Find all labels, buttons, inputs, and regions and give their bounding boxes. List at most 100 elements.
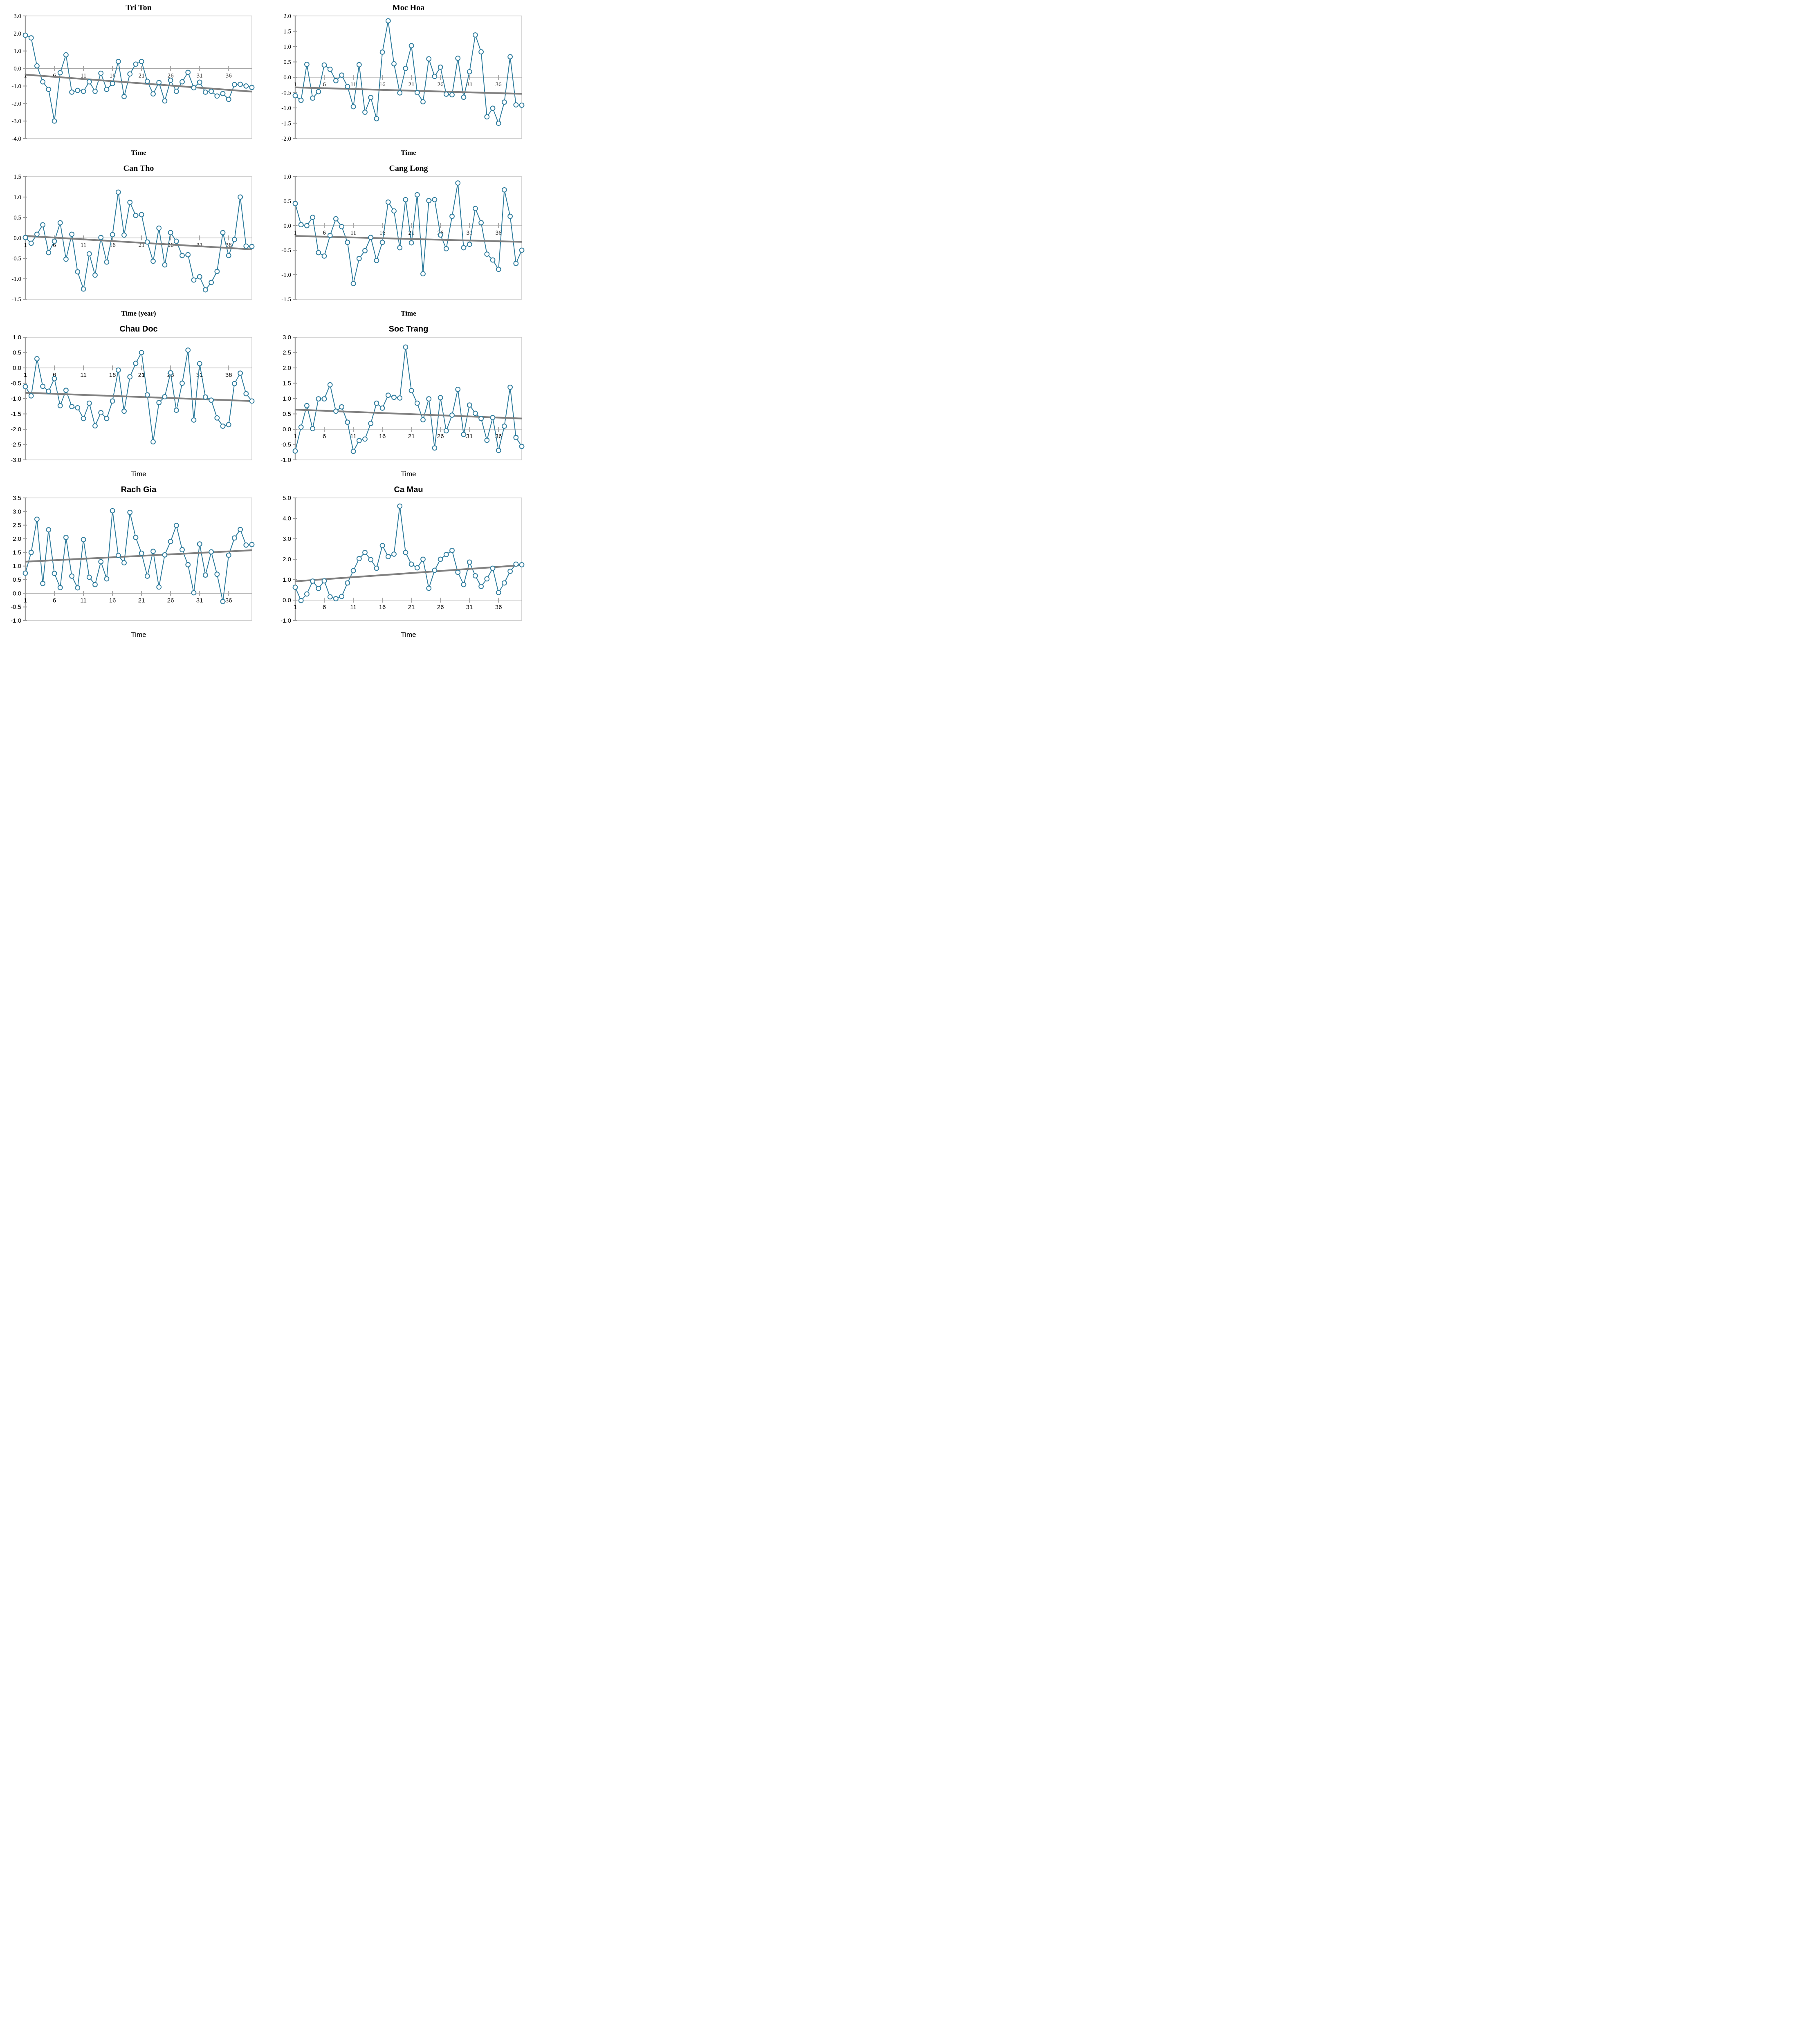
y-tick-label: -1.5 [11, 296, 21, 303]
data-point-marker [339, 594, 345, 599]
data-point-marker [28, 35, 34, 41]
y-tick-label: 2.0 [283, 13, 291, 20]
chart-tri-ton: 3.02.01.00.0-1.0-2.0-3.0-4.01 6 11 16 21 26 31… [11, 3, 255, 157]
data-point-marker [220, 423, 226, 429]
data-point-marker [327, 67, 333, 72]
data-point-marker [368, 421, 374, 426]
data-point-marker [46, 527, 52, 533]
data-point-marker [473, 573, 478, 578]
y-tick-label: 2.5 [283, 349, 291, 356]
data-point-marker [127, 374, 133, 380]
data-point-marker [197, 361, 202, 366]
data-point-marker [185, 562, 191, 567]
data-point-marker [374, 258, 379, 263]
data-point-marker [391, 394, 397, 400]
data-point-marker [86, 251, 92, 257]
x-tick-label: 1 [24, 372, 27, 379]
data-point-marker [513, 435, 519, 440]
data-point-marker [473, 206, 478, 211]
data-point-marker [98, 71, 104, 76]
data-point-marker [57, 585, 63, 590]
data-point-marker [408, 240, 414, 246]
x-tick-label: 21 [139, 73, 145, 79]
data-point-marker [368, 235, 374, 240]
data-point-marker [63, 534, 69, 540]
data-point-marker [34, 356, 40, 361]
data-point-marker [209, 89, 214, 94]
y-tick-label: 0.0 [283, 426, 291, 433]
y-tick-label: -3.0 [11, 457, 21, 464]
data-point-marker [356, 62, 362, 68]
data-point-marker [180, 547, 185, 552]
data-point-marker [220, 91, 226, 96]
data-point-marker [156, 225, 162, 231]
y-tick-label: 2.0 [283, 365, 291, 372]
data-point-marker [426, 56, 432, 62]
y-tick-label: 0.0 [13, 235, 21, 242]
data-point-marker [316, 585, 321, 591]
data-point-marker [203, 394, 208, 400]
data-point-marker [191, 590, 197, 596]
data-point-marker [391, 208, 397, 214]
trend-line [295, 564, 522, 582]
trend-line [25, 392, 252, 402]
data-point-marker [507, 384, 513, 390]
x-tick-label: 11 [80, 597, 87, 604]
data-point-marker [34, 516, 40, 522]
data-point-marker [144, 573, 150, 579]
data-point-marker [356, 556, 362, 561]
x-tick-label: 21 [408, 230, 415, 236]
data-series-line [295, 505, 522, 601]
y-tick-label: 0.5 [13, 349, 21, 356]
data-point-marker [362, 436, 368, 442]
plot-frame [295, 497, 522, 621]
x-tick-label: 6 [53, 372, 56, 379]
y-tick-label: 3.0 [13, 13, 21, 20]
data-point-marker [22, 235, 28, 240]
data-point-marker [28, 393, 34, 399]
data-series-line [25, 192, 252, 291]
y-tick-label: 0.0 [283, 223, 291, 229]
y-tick-label: -1.0 [281, 272, 291, 278]
x-tick-label: 36 [226, 73, 232, 79]
y-tick-label: 0.0 [283, 74, 291, 81]
y-tick-label: 0.0 [283, 597, 291, 604]
data-point-marker [81, 416, 86, 421]
data-point-marker [467, 69, 472, 75]
data-point-marker [34, 63, 40, 69]
data-point-marker [144, 78, 150, 84]
data-point-marker [197, 79, 202, 85]
data-point-marker [345, 419, 350, 425]
y-tick-label: 0.0 [13, 365, 21, 372]
data-series-line [295, 182, 522, 284]
data-point-marker [443, 92, 449, 97]
data-point-marker [150, 91, 156, 97]
data-point-marker [203, 90, 208, 95]
data-point-marker [455, 56, 461, 61]
data-point-marker [461, 245, 467, 251]
data-point-marker [98, 559, 104, 565]
data-point-marker [46, 388, 52, 394]
y-tick-label: 0.5 [283, 198, 291, 205]
chart-title: Soc Trang [389, 325, 429, 334]
data-point-marker [345, 580, 350, 586]
data-point-marker [127, 199, 133, 205]
chart-cell-can-tho: 1.51.00.50.0-0.5-1.0-1.516111621263136Ca… [4, 163, 258, 323]
data-point-marker [168, 370, 173, 376]
data-point-marker [461, 582, 467, 587]
x-tick-label: 1 [24, 73, 27, 79]
y-tick-label: 1.5 [13, 174, 21, 180]
y-tick-label: 3.5 [13, 495, 21, 502]
y-tick-label: 2.5 [13, 522, 21, 529]
x-tick-label: 16 [379, 604, 386, 611]
data-point-marker [298, 98, 304, 103]
y-tick-label: -0.5 [11, 603, 21, 610]
data-point-marker [403, 344, 408, 350]
data-point-marker [397, 90, 403, 96]
data-point-marker [426, 396, 432, 401]
data-point-marker [473, 32, 478, 38]
data-point-marker [461, 94, 467, 100]
x-tick-label: 26 [167, 597, 174, 604]
data-point-marker [478, 583, 484, 589]
